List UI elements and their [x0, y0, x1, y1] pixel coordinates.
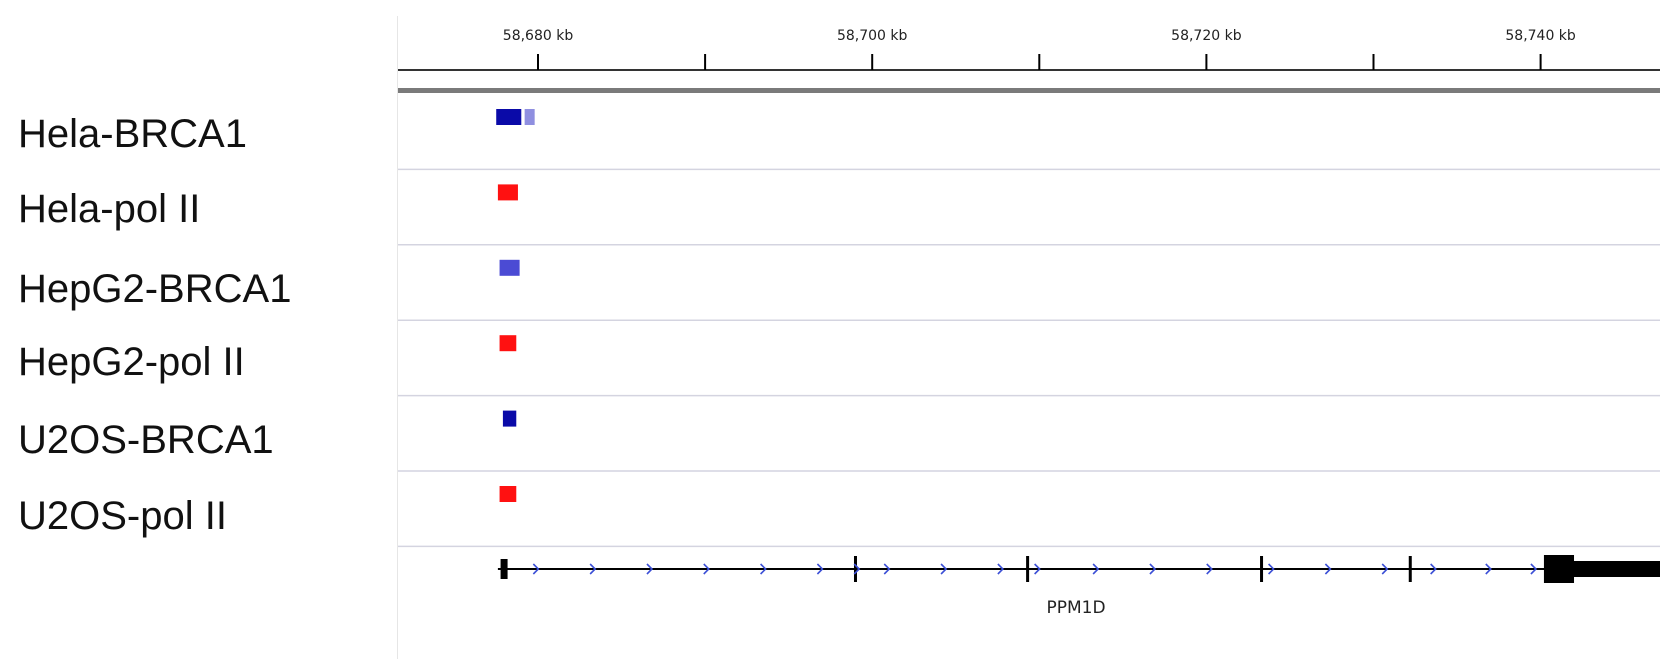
peak-brca1-track-5 — [502, 410, 517, 427]
genome-tracks-canvas[interactable] — [398, 16, 1660, 659]
strand-arrow-icon — [997, 563, 1004, 575]
peak-polii-track-6 — [499, 486, 517, 502]
strand-arrow-icon — [1149, 563, 1157, 575]
strand-arrow-icon — [1206, 563, 1213, 575]
strand-arrow-icon — [1381, 563, 1389, 575]
strand-arrow-icon — [760, 563, 767, 575]
strand-arrow-icon — [1092, 563, 1100, 575]
strand-arrow-icon — [532, 563, 540, 575]
strand-arrow-icon — [853, 563, 861, 575]
peak-polii-track-4 — [499, 335, 517, 352]
strand-arrow-icon — [1430, 563, 1437, 575]
ruler-label-58680: 58,680 kb — [502, 28, 574, 44]
gene-exon — [1408, 556, 1412, 582]
strand-arrow-icon — [703, 563, 710, 575]
strand-arrow-icon — [1324, 563, 1332, 575]
strand-arrow-icon — [940, 563, 948, 575]
gene-exon — [1260, 556, 1264, 582]
track-label-u2os-polii: U2OS-pol II — [18, 494, 227, 538]
peak-brca1-track-1 — [496, 109, 522, 125]
strand-arrow-icon — [883, 563, 891, 575]
track-label-hepg2-polii: HepG2-pol II — [18, 340, 245, 384]
genome-browser-panel[interactable]: 58,680 kb 58,700 kb 58,720 kb 58,740 kb … — [397, 16, 1660, 659]
strand-arrow-icon — [646, 563, 654, 575]
gene-exon — [853, 556, 857, 582]
track-label-hela-polii: Hela-pol II — [18, 187, 201, 231]
strand-arrow-icon — [1485, 563, 1492, 575]
strand-arrow-icon — [1268, 563, 1275, 575]
gene-first-exon — [500, 559, 508, 579]
peak-brca1-track-1 — [524, 109, 535, 125]
gene-name-label[interactable]: PPM1D — [1046, 598, 1106, 618]
ruler-label-58700: 58,700 kb — [836, 28, 908, 44]
strand-arrow-icon — [1034, 563, 1041, 575]
track-label-hepg2-brca1: HepG2-BRCA1 — [18, 267, 292, 311]
gene-utr-block — [1563, 561, 1660, 577]
track-label-hela-brca1: Hela-BRCA1 — [18, 112, 247, 156]
track-label-u2os-brca1: U2OS-BRCA1 — [18, 418, 274, 462]
strand-arrow-icon — [1530, 563, 1538, 575]
peak-polii-track-2 — [497, 184, 518, 201]
ruler-label-58720: 58,720 kb — [1171, 28, 1242, 44]
ruler-label-58740: 58,740 kb — [1505, 28, 1576, 44]
strand-arrow-icon — [816, 563, 824, 575]
peak-brca1-track-3 — [499, 259, 520, 276]
gene-exon — [1026, 556, 1030, 582]
ruler-separator-bar — [398, 88, 1660, 93]
strand-arrow-icon — [589, 563, 597, 575]
